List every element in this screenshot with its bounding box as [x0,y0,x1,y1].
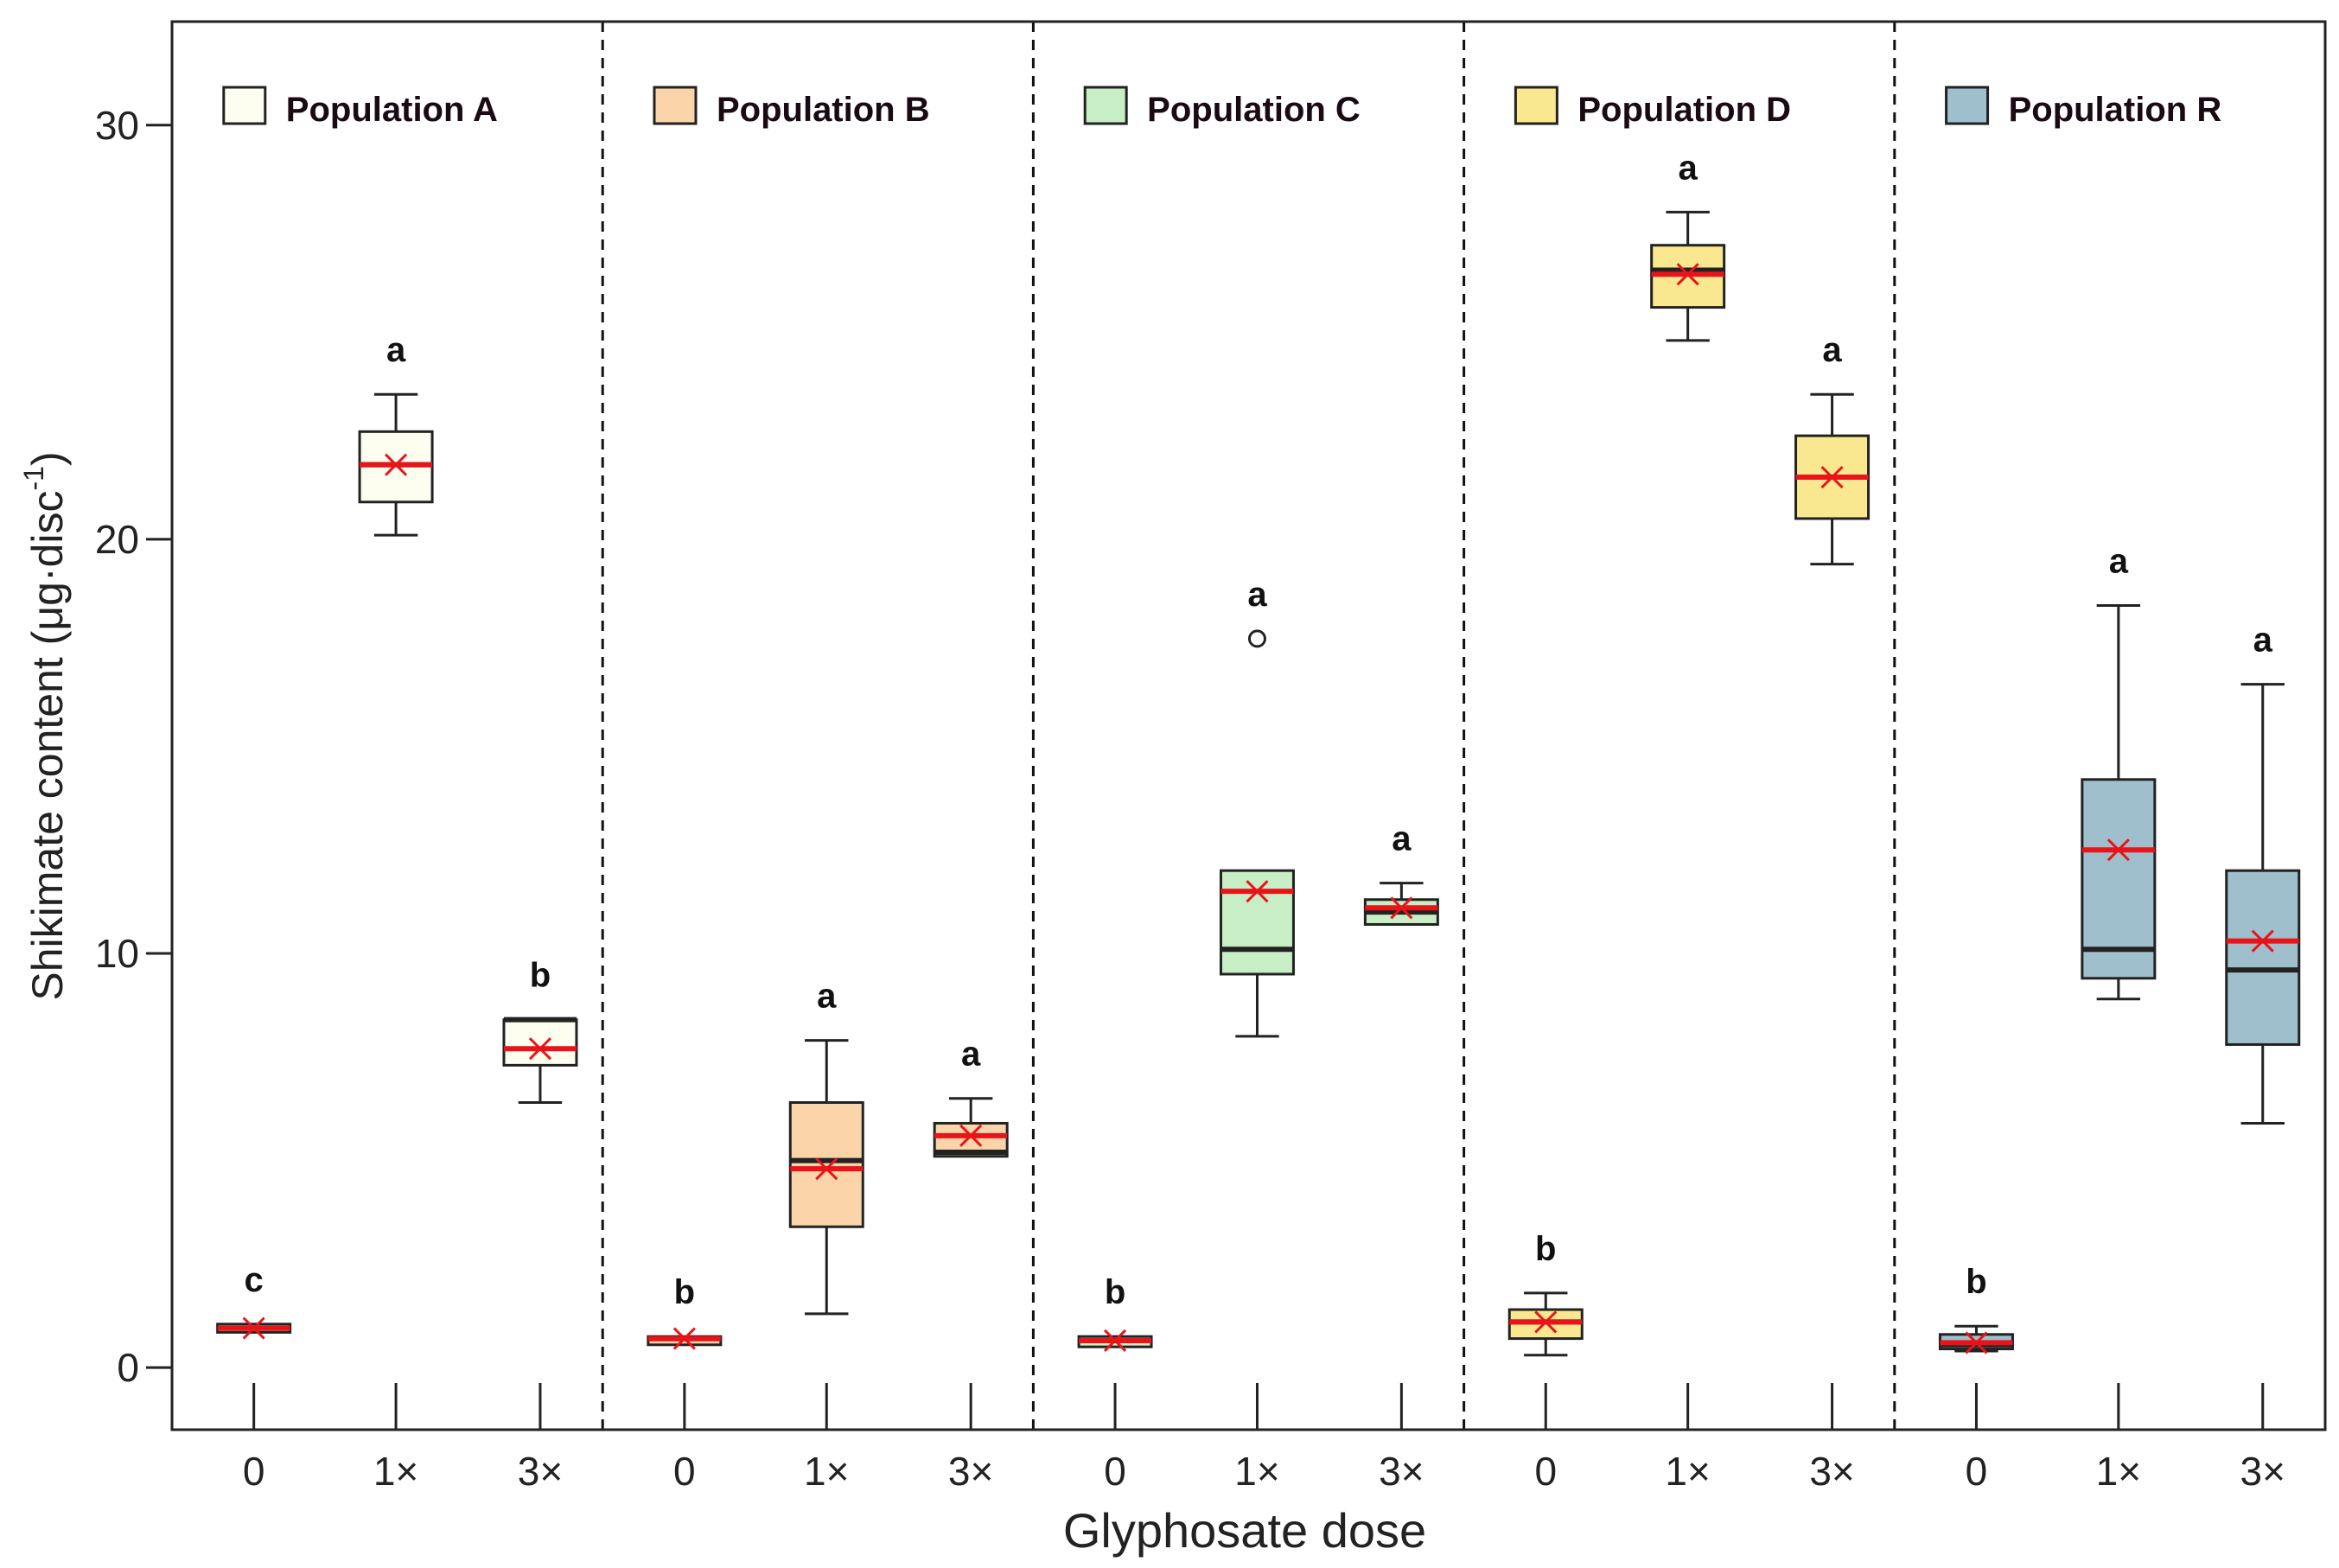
x-tick-label: 0 [1966,1449,1988,1494]
mean-marker [672,1327,696,1350]
x-tick-label: 3× [1809,1449,1854,1494]
x-tick-label: 0 [243,1449,265,1494]
x-tick-label: 1× [373,1449,418,1494]
mean-marker [959,1124,983,1147]
axes-layer: 0 10 20 30 0 1× 3× 0 1× 3× 0 1× 3× 0 1× 3× 0 1× 3× [95,103,2285,1494]
y-tick-label: 10 [95,931,139,976]
mean-marker [1820,465,1844,489]
mean-marker [1246,880,1269,903]
legend-swatch [1083,86,1128,125]
plot-frame [170,20,2327,1431]
significance-letter: a [1392,820,1412,858]
legend-label: Population D [1577,91,1791,129]
boxes-layer: c a b b a a b a a b a a b a a [216,149,2301,1357]
significance-letter: a [386,331,406,369]
significance-letter: b [530,957,551,995]
x-tick-label: 1× [2096,1449,2141,1494]
x-tick-label: 1× [804,1449,849,1494]
mean-marker [2251,929,2274,953]
x-tick-label: 3× [2240,1449,2285,1494]
x-tick-label: 3× [518,1449,563,1494]
significance-letter: b [1966,1263,1986,1301]
significance-letter: a [817,978,837,1016]
mean-marker [1965,1331,1988,1354]
x-tick-label: 0 [673,1449,696,1494]
x-tick-label: 3× [948,1449,993,1494]
iqr-box [788,1100,864,1228]
mean-marker [242,1316,265,1340]
legend: Population A Population B Population C Popu… [222,86,2222,129]
x-tick-label: 3× [1379,1449,1424,1494]
x-tick-label: 1× [1234,1449,1279,1494]
significance-letter: a [2109,543,2129,581]
y-tick-label: 0 [117,1345,139,1390]
legend-label: Population A [286,91,498,129]
y-tick-label: 20 [95,517,139,562]
significance-letter: a [2253,621,2273,660]
legend-label: Population B [717,91,930,129]
significance-letter: c [245,1261,264,1299]
mean-marker [385,453,408,476]
mean-marker [1534,1310,1558,1334]
legend-swatch [653,86,698,125]
legend-label: Population C [1147,91,1361,129]
mean-marker [1103,1329,1127,1353]
significance-letter: a [1822,331,1842,369]
legend-swatch [1514,86,1558,125]
significance-letter: a [1247,576,1267,614]
x-tick-label: 0 [1104,1449,1126,1494]
significance-letter: b [1535,1230,1556,1268]
iqr-box [502,1018,578,1067]
x-tick-label: 1× [1665,1449,1710,1494]
mean-marker [815,1157,838,1181]
significance-letter: b [1105,1273,1125,1311]
y-tick-label: 30 [95,103,139,148]
mean-marker [528,1037,552,1061]
x-axis-title: Glyphosate dose [1063,1503,1426,1558]
iqr-box [2225,869,2301,1046]
iqr-box [2081,778,2157,980]
mean-marker [1390,896,1413,920]
outlier-point [1247,629,1266,648]
legend-swatch [1945,86,1990,125]
significance-letter: a [1679,149,1698,187]
legend-label: Population R [2009,91,2222,129]
y-axis-title: Shikimate content (μg·disc-1) [18,451,72,1000]
iqr-box [1219,869,1295,976]
significance-letter: a [961,1036,981,1074]
mean-marker [1676,263,1699,286]
legend-swatch [222,86,267,125]
significance-letter: b [674,1273,695,1311]
mean-marker [2106,838,2130,862]
x-tick-label: 0 [1534,1449,1557,1494]
